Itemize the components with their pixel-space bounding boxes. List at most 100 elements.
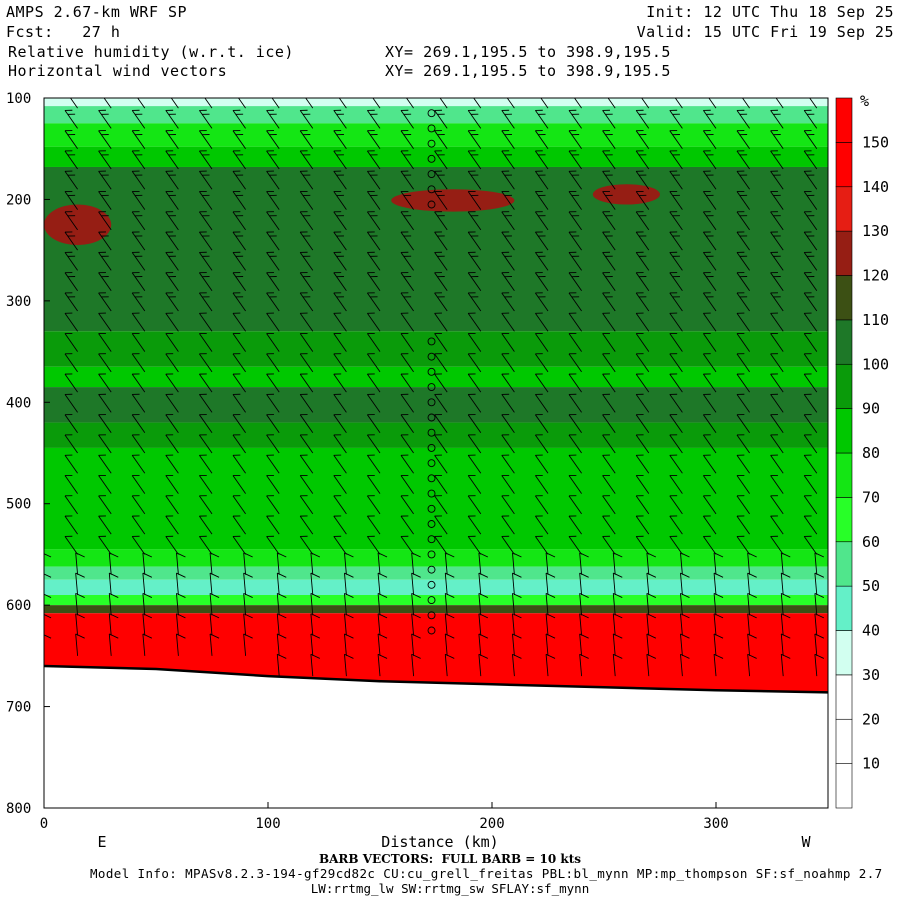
colorbar-label: 10 <box>862 755 880 773</box>
wind-barb-feather <box>478 613 489 619</box>
wind-barb-feather <box>512 552 522 558</box>
wind-barb-staff <box>367 515 381 535</box>
wind-barb-staff <box>434 171 448 190</box>
wind-barb-staff <box>299 353 314 373</box>
wind-barb-staff <box>736 191 750 210</box>
wind-barb-staff <box>232 292 246 312</box>
wind-barb-staff <box>237 98 246 109</box>
wind-barb-staff <box>803 150 818 170</box>
wind-barb-staff <box>299 394 314 413</box>
wind-barb-staff <box>669 536 683 555</box>
wind-barb-feather <box>646 633 657 639</box>
wind-barb-staff <box>669 110 683 129</box>
wind-barb-staff <box>333 110 347 129</box>
y-tick-label: 300 <box>6 294 31 310</box>
wind-barb-staff <box>176 633 179 656</box>
wind-barb-staff <box>512 573 515 596</box>
wind-barb-feather <box>277 633 287 639</box>
wind-barb-feather <box>310 592 321 598</box>
wind-barb-feather <box>646 613 657 619</box>
wind-barb-staff <box>568 495 582 515</box>
wind-barb-staff <box>142 593 146 616</box>
wind-barb-staff <box>736 373 750 393</box>
wind-barb-staff <box>367 130 381 149</box>
model-info-line2: LW:rrtmg_lw SW:rrtmg_sw SFLAY:sf_mynn <box>310 881 590 896</box>
wind-barb-staff <box>467 333 482 352</box>
wind-barb-staff <box>501 252 515 271</box>
calm-wind-marker <box>427 520 436 528</box>
wind-barb-staff <box>669 252 683 271</box>
wind-barb-staff <box>803 333 818 352</box>
wind-barb-staff <box>411 573 415 596</box>
wind-barb-staff <box>75 573 79 596</box>
wind-barb-staff <box>299 333 314 352</box>
wind-barb-staff <box>333 272 347 291</box>
wind-barb-staff <box>535 252 549 271</box>
wind-barb-staff <box>276 613 280 636</box>
wind-barb-staff <box>299 130 314 149</box>
wind-barb-staff <box>176 593 179 616</box>
wind-barb-staff <box>333 455 347 474</box>
wind-barb-staff <box>568 475 582 494</box>
wind-barb-staff <box>646 654 650 677</box>
wind-barb-staff <box>165 475 179 494</box>
wind-barb-staff <box>467 455 482 474</box>
y-tick-label: 500 <box>6 497 31 513</box>
wind-barb-staff <box>377 552 381 575</box>
wind-barb-feather <box>243 592 253 598</box>
wind-barb-staff <box>579 633 583 656</box>
colorbar-swatch <box>835 630 853 676</box>
wind-barb-staff <box>736 292 750 312</box>
wind-barb-staff <box>770 515 784 535</box>
x-tick-label: 300 <box>703 816 728 832</box>
wind-barb-staff <box>501 475 515 494</box>
wind-barb-staff <box>669 231 683 251</box>
wind-barb-staff <box>736 495 750 515</box>
wind-barb-staff <box>535 353 549 373</box>
wind-barb-staff <box>199 313 213 332</box>
wind-barb-staff <box>635 414 650 433</box>
wind-barb-staff <box>266 130 280 149</box>
wind-barb-staff <box>770 495 784 515</box>
wind-barb-feather <box>680 653 690 659</box>
colorbar-label: 90 <box>862 400 880 418</box>
wind-barb-staff <box>400 353 414 373</box>
wind-barb-staff <box>199 475 213 494</box>
field-label-humidity: Relative humidity (w.r.t. ice) <box>8 43 294 61</box>
wind-barb-staff <box>814 593 818 616</box>
wind-barb-staff <box>635 252 650 271</box>
wind-barb-staff <box>165 536 179 555</box>
wind-barb-staff <box>400 211 414 231</box>
wind-barb-feather <box>411 653 421 659</box>
wind-barb-field <box>44 98 825 677</box>
wind-barb-feather <box>646 592 657 598</box>
wind-barb-staff <box>400 272 414 291</box>
wind-barb-staff <box>131 171 146 190</box>
wind-barb-staff <box>501 373 515 393</box>
wind-barb-staff <box>669 191 683 210</box>
wind-barb-feather <box>344 633 354 639</box>
wind-barb-staff <box>44 249 45 251</box>
wind-barb-staff <box>165 191 179 210</box>
wind-barb-staff <box>535 292 549 312</box>
wind-barb-staff <box>434 110 448 129</box>
calm-wind-marker <box>427 170 436 179</box>
wind-barb-feather <box>44 553 52 558</box>
wind-barb-staff <box>602 313 616 332</box>
wind-barb-staff <box>501 211 515 231</box>
wind-barb-staff <box>535 373 549 393</box>
wind-barb-staff <box>501 495 515 515</box>
wind-barb-staff <box>165 292 179 312</box>
wind-barb-staff <box>467 130 482 149</box>
colorbar-swatch <box>835 497 853 543</box>
calm-wind-marker <box>427 367 436 376</box>
wind-barb-staff <box>646 552 650 575</box>
wind-barb-staff <box>165 515 179 535</box>
wind-barb-staff <box>602 231 616 251</box>
wind-barb-staff <box>75 552 79 575</box>
wind-barb-staff <box>535 150 549 170</box>
y-axis: 100 200 300 400 500 600 700 800 <box>6 91 50 817</box>
wind-barb-staff <box>444 633 448 656</box>
wind-barb-staff <box>333 191 347 210</box>
wind-barb-staff <box>568 130 582 149</box>
